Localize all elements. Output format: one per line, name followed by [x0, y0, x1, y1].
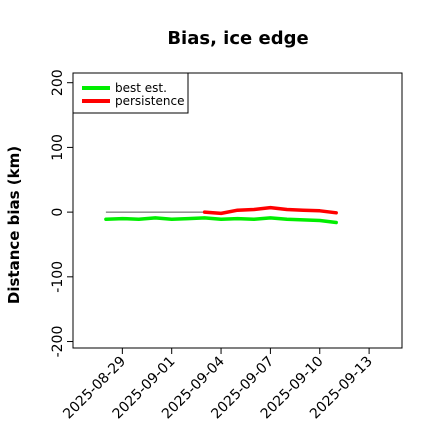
y-tick-label: 0	[50, 208, 66, 217]
legend: best est. persistence	[72, 72, 189, 114]
series-group	[104, 205, 338, 225]
y-tick-label: -200	[50, 326, 66, 358]
y-axis-label: Distance bias (km)	[5, 146, 23, 304]
y-axis: -200 -100 0 100 200	[50, 69, 73, 357]
y-tick-label: 200	[50, 69, 66, 96]
plot-frame	[72, 72, 403, 349]
y-tick-label: -100	[50, 261, 66, 293]
legend-box	[72, 72, 189, 114]
series-line-best-est	[104, 216, 338, 225]
x-axis: 2025-08-292025-09-012025-09-042025-09-07…	[60, 348, 376, 422]
legend-label-best-est: best est.	[115, 81, 167, 95]
series-line-persistence	[202, 205, 338, 216]
y-tick-label: 100	[50, 134, 66, 161]
chart-title: Bias, ice edge	[167, 28, 308, 49]
legend-label-persistence: persistence	[115, 94, 184, 108]
